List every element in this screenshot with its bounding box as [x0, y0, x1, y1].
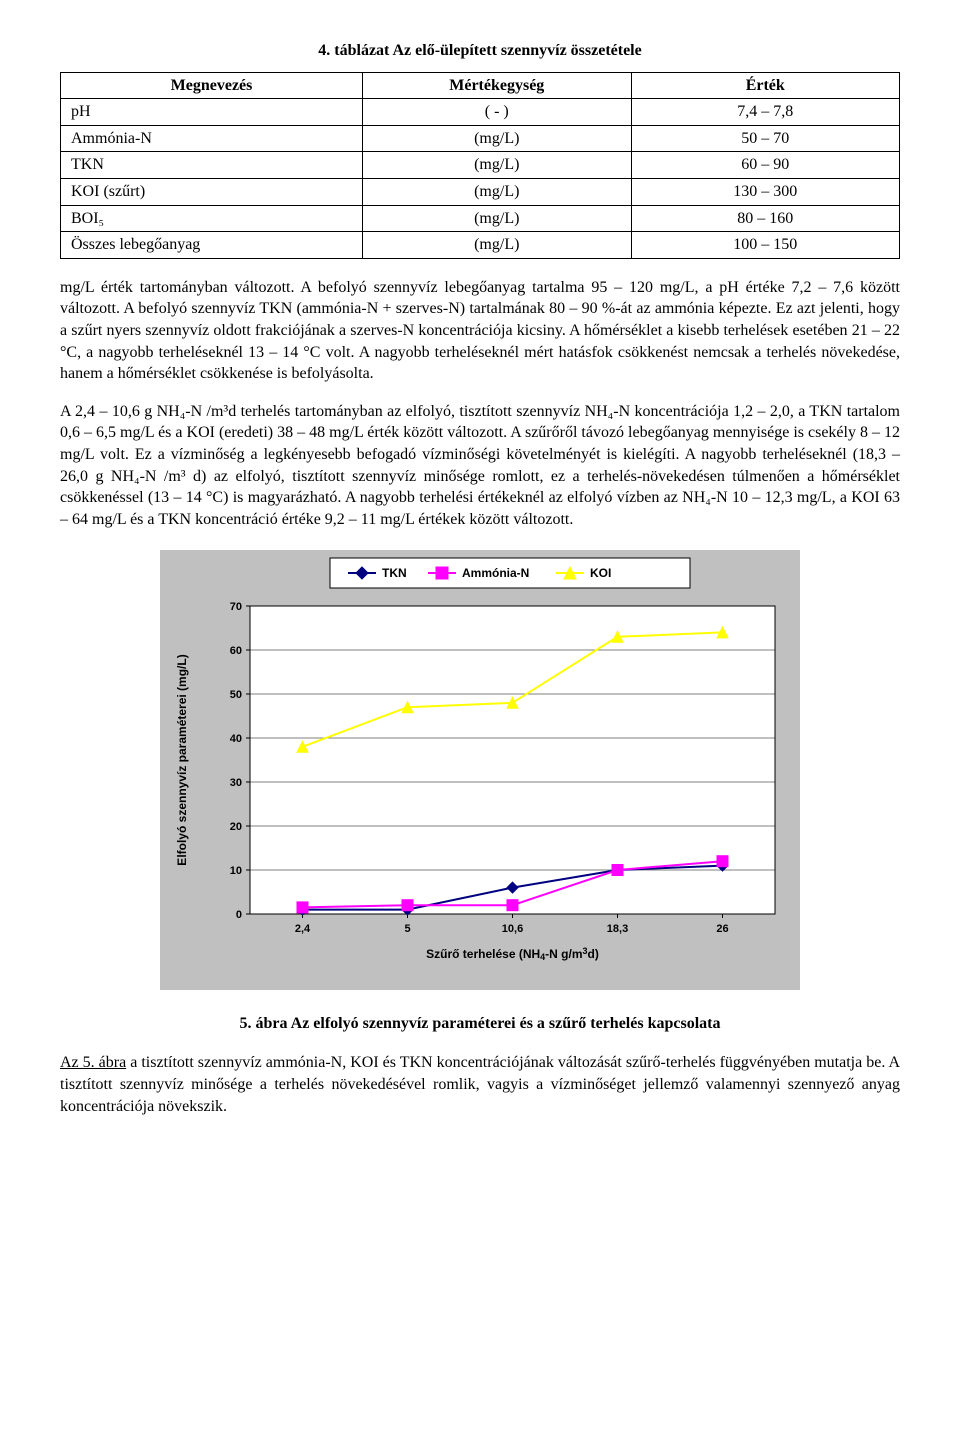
line-chart: TKN Ammónia-N KOI 0 10 20 30 40 50 60 70 2,4 5 10,6 18… [160, 550, 800, 990]
cell-value: 7,4 – 7,8 [631, 99, 900, 126]
svg-text:2,4: 2,4 [295, 923, 311, 935]
cell-name: BOI₅ [61, 205, 363, 232]
svg-text:KOI: KOI [590, 566, 611, 580]
table-row: pH( - )7,4 – 7,8 [61, 99, 900, 126]
cell-value: 50 – 70 [631, 125, 900, 152]
figure-reference: Az 5. ábra [60, 1054, 126, 1071]
svg-text:50: 50 [230, 689, 242, 701]
cell-unit: (mg/L) [363, 232, 631, 259]
table-row: Ammónia-N(mg/L)50 – 70 [61, 125, 900, 152]
table-row: KOI (szűrt)(mg/L)130 – 300 [61, 178, 900, 205]
cell-unit: (mg/L) [363, 152, 631, 179]
svg-text:70: 70 [230, 601, 242, 613]
th-value: Érték [631, 72, 900, 99]
svg-text:5: 5 [404, 923, 410, 935]
table-row: BOI₅(mg/L)80 – 160 [61, 205, 900, 232]
svg-text:60: 60 [230, 645, 242, 657]
svg-text:40: 40 [230, 733, 242, 745]
cell-name: Összes lebegőanyag [61, 232, 363, 259]
composition-table: Megnevezés Mértékegység Érték pH( - )7,4… [60, 72, 900, 259]
svg-text:20: 20 [230, 821, 242, 833]
paragraph-2: A 2,4 – 10,6 g NH₄-N /m³d terhelés tarto… [60, 401, 900, 531]
paragraph-1: mg/L érték tartományban változott. A bef… [60, 277, 900, 385]
cell-unit: (mg/L) [363, 178, 631, 205]
cell-value: 80 – 160 [631, 205, 900, 232]
svg-text:Ammónia-N: Ammónia-N [462, 566, 529, 580]
svg-text:TKN: TKN [382, 566, 407, 580]
cell-value: 130 – 300 [631, 178, 900, 205]
cell-unit: ( - ) [363, 99, 631, 126]
cell-name: pH [61, 99, 363, 126]
cell-name: Ammónia-N [61, 125, 363, 152]
paragraph-3-rest: a tisztított szennyvíz ammónia-N, KOI és… [60, 1054, 900, 1114]
table-row: Összes lebegőanyag(mg/L)100 – 150 [61, 232, 900, 259]
svg-text:10,6: 10,6 [502, 923, 523, 935]
table-row: TKN(mg/L)60 – 90 [61, 152, 900, 179]
figure-caption: 5. ábra Az elfolyó szennyvíz paraméterei… [60, 1013, 900, 1035]
svg-text:Szűrő terhelése (NH4-N g/m3d): Szűrő terhelése (NH4-N g/m3d) [426, 947, 599, 962]
cell-unit: (mg/L) [363, 125, 631, 152]
svg-text:18,3: 18,3 [607, 923, 628, 935]
paragraph-3: Az 5. ábra a tisztított szennyvíz ammóni… [60, 1052, 900, 1117]
svg-text:0: 0 [236, 909, 242, 921]
svg-text:Elfolyó szennyvíz paraméterei: Elfolyó szennyvíz paraméterei (mg/L) [175, 655, 189, 866]
cell-name: TKN [61, 152, 363, 179]
svg-text:10: 10 [230, 865, 242, 877]
cell-value: 60 – 90 [631, 152, 900, 179]
table-title: 4. táblázat Az elő-ülepített szennyvíz ö… [60, 40, 900, 62]
cell-value: 100 – 150 [631, 232, 900, 259]
th-name: Megnevezés [61, 72, 363, 99]
svg-text:30: 30 [230, 777, 242, 789]
cell-unit: (mg/L) [363, 205, 631, 232]
table-header-row: Megnevezés Mértékegység Érték [61, 72, 900, 99]
svg-text:26: 26 [716, 923, 728, 935]
chart-container: TKN Ammónia-N KOI 0 10 20 30 40 50 60 70 2,4 5 10,6 18… [160, 550, 800, 997]
th-unit: Mértékegység [363, 72, 631, 99]
cell-name: KOI (szűrt) [61, 178, 363, 205]
